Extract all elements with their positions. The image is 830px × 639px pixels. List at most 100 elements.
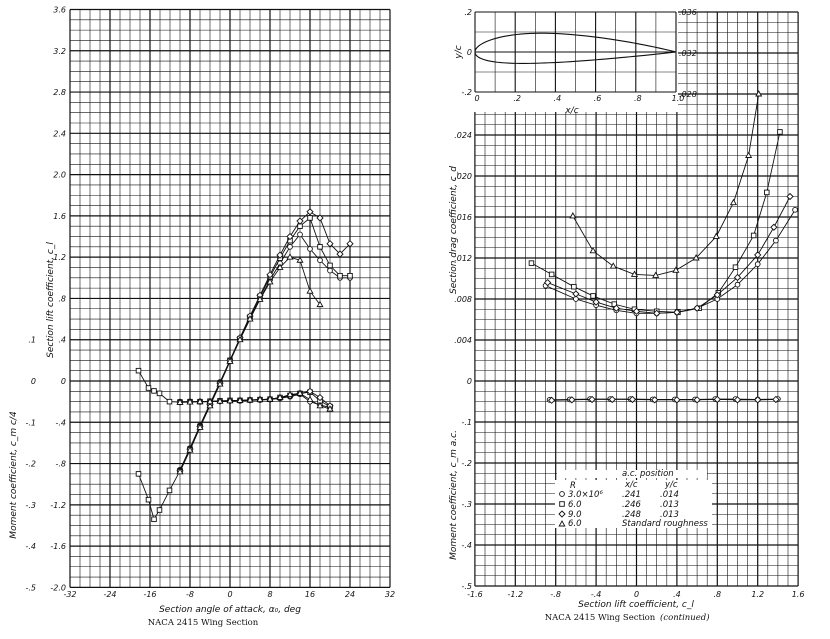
left-y-tick-label: 1.2 xyxy=(53,253,66,262)
lift-triangle-series-point xyxy=(216,380,224,387)
inset-x-tick-label: 1.0 xyxy=(672,94,685,103)
moment-triangle-series-point xyxy=(326,405,334,412)
drag-triangle-series-point xyxy=(729,198,738,206)
moment-ac-diamond-series-line xyxy=(551,398,776,401)
drag-triangle-series-point xyxy=(755,90,763,97)
lift-square-series-point xyxy=(337,272,343,279)
drag-square-series-point xyxy=(528,260,535,266)
drag-circle-series-point xyxy=(754,261,761,268)
drag-diamond-series-point xyxy=(612,304,620,312)
lift-square-series-point xyxy=(135,471,142,477)
legend-xc-header: x/c xyxy=(624,480,638,490)
right-y-tick-label: 0 xyxy=(467,377,472,386)
moment-triangle-series-point xyxy=(206,397,214,405)
moment-triangle-series-point xyxy=(226,396,234,404)
right-upper-y-tick-label: .028 xyxy=(679,90,697,99)
legend-r-header: R xyxy=(570,481,576,491)
right-y-axis-label: Section drag coefficient, c_d xyxy=(449,166,459,294)
left-y-axis-label: Section lift coefficient, c_l xyxy=(46,242,56,358)
moment-triangle-series-point xyxy=(246,396,254,403)
legend-yc-value: .014 xyxy=(660,490,679,500)
right-y-tick-label: .008 xyxy=(454,295,472,304)
legend-triangle-marker xyxy=(558,520,566,527)
legend-background xyxy=(620,480,712,528)
legend-r-value: 6.0 xyxy=(568,519,582,529)
lift-triangle-series-point xyxy=(196,423,204,430)
right-y2-axis-label: Moment coefficient, c_m a.c. xyxy=(449,430,459,560)
lift-triangle-series-point xyxy=(176,467,184,475)
drag-circle-series-point xyxy=(773,237,779,244)
legend-yc-value: .013 xyxy=(660,500,679,510)
legend-square-marker xyxy=(559,501,565,507)
left-x-axis-label: Section angle of attack, α₀, deg xyxy=(159,605,301,615)
lift-diamond-series-point xyxy=(296,217,304,225)
lift-triangle-series-point xyxy=(256,295,264,302)
drag-triangle-series-point xyxy=(672,266,680,273)
lift-diamond-series-point xyxy=(316,214,324,222)
legend-note: Standard roughness xyxy=(622,519,708,529)
drag-diamond-series-point xyxy=(572,290,580,298)
drag-diamond-series-point xyxy=(733,273,742,282)
left-y-tick-label: 3.6 xyxy=(53,5,66,14)
left-x-tick-label: -24 xyxy=(103,590,116,599)
lift-triangle-series-point xyxy=(226,357,234,364)
lift-square-series-point xyxy=(317,244,323,250)
right-y2-tick-label: -.5 xyxy=(461,582,472,591)
lift-triangle-series-point xyxy=(316,300,324,308)
left-y-tick-label: 3.2 xyxy=(53,47,66,56)
inset-background xyxy=(455,0,678,112)
moment-triangle-series-point xyxy=(316,401,324,409)
moment-square-series-point xyxy=(166,398,173,405)
drag-triangle-series-point xyxy=(569,212,577,219)
drag-diamond-series-point xyxy=(770,223,778,231)
left-x-tick-label: -16 xyxy=(143,590,156,599)
drag-diamond-series-point xyxy=(754,251,762,259)
drag-triangle-series-point xyxy=(609,262,617,269)
moment-triangle-series-point xyxy=(236,396,244,403)
moment-triangle-series-point xyxy=(276,393,284,400)
right-x-tick-label: -.8 xyxy=(550,590,561,599)
legend: a.c. position R x/c y/c 3.0×10⁶ .241 .01… xyxy=(555,469,712,529)
lift-square-series-point xyxy=(166,487,173,494)
moment-square-series-point xyxy=(156,390,163,397)
left-y-tick-label: .8 xyxy=(58,294,66,303)
drag-triangle-series-point xyxy=(630,270,639,277)
moment-ac-diamond-series-point xyxy=(608,395,616,404)
left-y2-axis-label: Moment coefficient, c_m c/4 xyxy=(9,411,19,539)
drag-square-series-point xyxy=(611,301,618,307)
left-y-tick-label: -.4 xyxy=(55,418,66,427)
legend-background xyxy=(555,480,625,528)
legend-diamond-marker xyxy=(558,510,566,518)
moment-ac-diamond-series-point xyxy=(548,396,556,404)
right-x-tick-label: -1.6 xyxy=(467,590,483,599)
lift-diamond-series-point xyxy=(306,208,314,216)
inset-y-tick-label: -.2 xyxy=(461,88,472,97)
left-y-tick-label: 2.4 xyxy=(53,129,66,138)
lift-circle-series-point xyxy=(287,243,293,250)
moment-triangle-series-point xyxy=(286,390,294,398)
moment-triangle-series-point xyxy=(176,398,184,405)
lift-square-series-point xyxy=(327,262,333,269)
lift-square-series-point xyxy=(151,516,157,523)
drag-triangle-series-line xyxy=(572,93,760,276)
left-y2-tick-label: 0 xyxy=(31,377,36,386)
right-upper-y-tick-label: .036 xyxy=(679,8,697,17)
left-y-tick-label: 2.8 xyxy=(53,88,66,97)
legend-yc-header: y/c xyxy=(664,480,678,490)
moment-square-series-point xyxy=(135,367,142,374)
tick-labels: -32 -24 -16 -8 0 8 16 24 32 3.6 3.2 2.8 2.4 2.0 1.6 1.2… xyxy=(25,5,804,599)
right-y-tick-label: .024 xyxy=(454,131,472,140)
moment-triangle-series-point xyxy=(266,395,274,402)
legend-markers xyxy=(558,491,566,527)
left-y-tick-label: -.8 xyxy=(55,460,66,469)
moment-triangle-series-point xyxy=(216,397,224,404)
legend-xc-value: .241 xyxy=(622,490,641,500)
left-y2-tick-label: .1 xyxy=(28,336,36,345)
right-y2-tick-label: -.1 xyxy=(461,418,472,427)
drag-triangle-series-point xyxy=(712,232,720,239)
right-x-tick-label: 0 xyxy=(634,590,639,599)
moment-ac-diamond-series-point xyxy=(651,396,659,404)
left-y-tick-label: -1.6 xyxy=(50,542,66,551)
left-x-tick-label: -8 xyxy=(186,590,194,599)
